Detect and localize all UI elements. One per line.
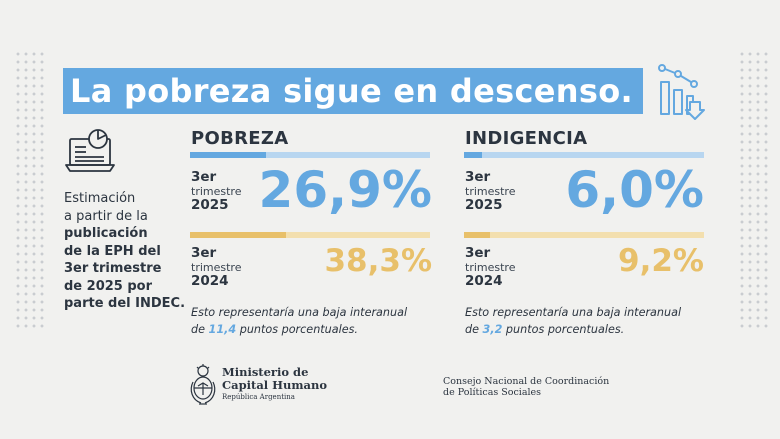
coat-of-arms-icon xyxy=(188,364,218,414)
indigencia-bar-top xyxy=(464,152,704,158)
pobreza-bar-bottom xyxy=(190,232,430,238)
indigencia-bar-bottom xyxy=(464,232,704,238)
indigencia-previous-value: 9,2% xyxy=(618,243,704,279)
pobreza-previous-period: 3er trimestre 2024 xyxy=(191,245,242,289)
indigencia-previous-period: 3er trimestre 2024 xyxy=(465,245,516,289)
dot-pattern-left xyxy=(14,50,46,330)
ministerio-logo-text: Ministerio de Capital Humano República A… xyxy=(222,365,328,402)
estimacion-text: Estimación a partir de la publicación de… xyxy=(64,191,186,311)
consejo-logo-text: Consejo Nacional de Coordinación de Polí… xyxy=(443,376,610,398)
laptop-pie-chart-icon xyxy=(64,127,116,181)
pobreza-previous-value: 38,3% xyxy=(324,243,432,279)
dot-pattern-right xyxy=(738,50,770,330)
indigencia-current-value: 6,0% xyxy=(565,161,704,219)
pobreza-bar-top xyxy=(190,152,430,158)
pobreza-note-value: 11,4 xyxy=(208,323,237,336)
indigencia-heading: INDIGENCIA xyxy=(465,128,588,149)
indigencia-current-period: 3er trimestre 2025 xyxy=(465,169,516,213)
chart-down-icon xyxy=(656,62,706,126)
indigencia-note-value: 3,2 xyxy=(482,323,503,336)
pobreza-current-period: 3er trimestre 2025 xyxy=(191,169,242,213)
pobreza-current-value: 26,9% xyxy=(258,161,432,219)
pobreza-heading: POBREZA xyxy=(191,128,289,149)
pobreza-note: Esto representaría una baja interanual d… xyxy=(191,306,408,336)
indigencia-note: Esto representaría una baja interanual d… xyxy=(465,306,682,336)
title-banner xyxy=(63,68,643,114)
page-title: La pobreza sigue en descenso. xyxy=(70,72,633,110)
